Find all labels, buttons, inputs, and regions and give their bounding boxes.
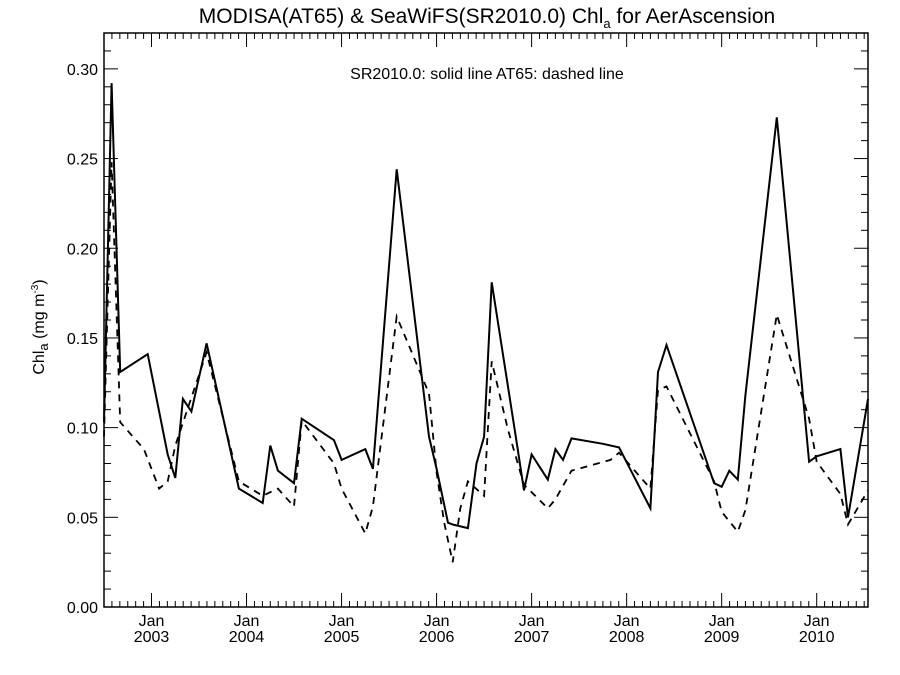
series-line-solid [103, 83, 869, 530]
x-tick-month-label: Jan [804, 613, 830, 630]
series-line-dashed [103, 162, 869, 563]
x-tick-month-label: Jan [424, 613, 450, 630]
x-tick-year-label: 2006 [419, 629, 455, 646]
x-tick-month-label: Jan [614, 613, 640, 630]
line-style-note: SR2010.0: solid line AT65: dashed line [350, 66, 624, 83]
chart-title: MODISA(AT65) & SeaWiFS(SR2010.0) Chla fo… [199, 5, 775, 31]
y-axis: 0.00 0.05 0.10 0.15 0.20 0.25 0.30 [67, 32, 868, 617]
y-axis-label: Chla (mg m-3) [30, 279, 51, 374]
x-tick-month-label: Jan [139, 613, 165, 630]
y-tick-label: 0.20 [67, 241, 98, 258]
x-tick-year-label: 2004 [229, 629, 265, 646]
x-tick-year-label: 2008 [609, 629, 645, 646]
x-tick-year-label: 2007 [514, 629, 550, 646]
x-tick-month-label: Jan [234, 613, 260, 630]
x-tick-month-label: Jan [329, 613, 355, 630]
x-axis: Jan2003Jan2004Jan2005Jan2006Jan2007Jan20… [103, 33, 865, 646]
x-tick-year-label: 2009 [704, 629, 740, 646]
y-tick-label: 0.00 [67, 600, 98, 617]
x-tick-year-label: 2005 [324, 629, 360, 646]
x-tick-year-label: 2003 [134, 629, 170, 646]
y-tick-label: 0.30 [67, 62, 98, 79]
y-tick-label: 0.25 [67, 152, 98, 169]
series-lines [103, 83, 869, 563]
x-tick-month-label: Jan [519, 613, 545, 630]
x-tick-year-label: 2010 [799, 629, 835, 646]
y-tick-label: 0.05 [67, 510, 98, 527]
y-tick-label: 0.10 [67, 421, 98, 438]
plot-frame [103, 32, 869, 608]
x-tick-month-label: Jan [709, 613, 735, 630]
y-tick-label: 0.15 [67, 331, 98, 348]
